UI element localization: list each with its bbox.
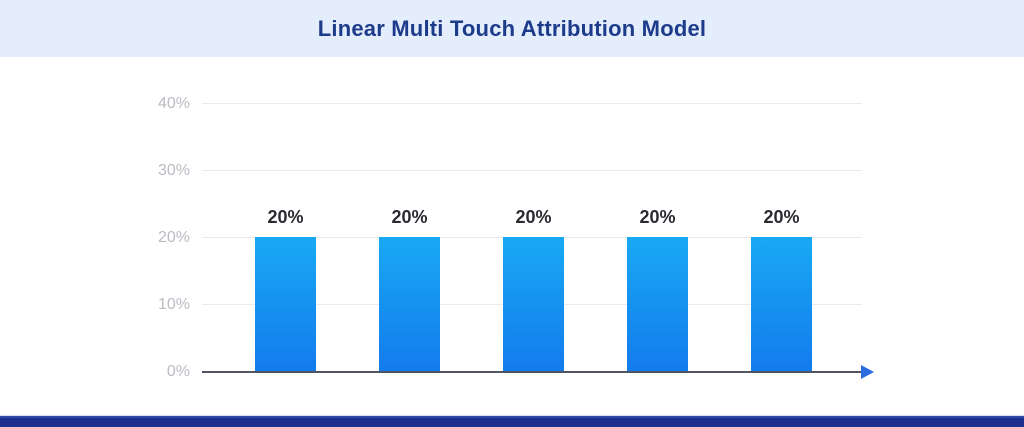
gridline-40%: [202, 103, 862, 104]
x-axis-line: [202, 371, 862, 373]
y-tick-label-20%: 20%: [157, 229, 190, 246]
bar-value-label-1: 20%: [267, 207, 304, 227]
chart-header: Linear Multi Touch Attribution Model: [0, 0, 1024, 57]
y-tick-label-40%: 40%: [157, 95, 190, 112]
plot-area: 0% 10% 20% 30% 40% 20% 20% 20% 20% 20%: [158, 90, 874, 380]
bar-value-label-5: 20%: [763, 207, 800, 227]
bar-2: [379, 237, 440, 371]
bar-5: [751, 237, 812, 371]
bar-3: [503, 237, 564, 371]
bar-value-label-4: 20%: [639, 207, 676, 227]
y-tick-label-30%: 30%: [157, 162, 190, 179]
x-axis-arrow-icon: [861, 365, 874, 379]
y-tick-label-0%: 0%: [166, 363, 190, 380]
gridline-30%: [202, 170, 862, 171]
footer-bar: [0, 416, 1024, 427]
bar-4: [627, 237, 688, 371]
bar-value-label-3: 20%: [515, 207, 552, 227]
bar-value-label-2: 20%: [391, 207, 428, 227]
y-tick-label-10%: 10%: [157, 296, 190, 313]
bar-1: [255, 237, 316, 371]
chart-title: Linear Multi Touch Attribution Model: [317, 15, 707, 41]
